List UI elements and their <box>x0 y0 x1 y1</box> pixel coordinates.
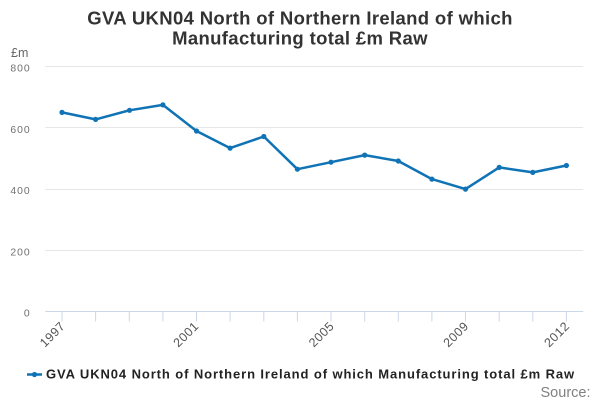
svg-text:Source:: Source: <box>541 385 591 400</box>
svg-text:GVA UKN04 North of Northern Ir: GVA UKN04 North of Northern Ireland of w… <box>46 367 575 382</box>
svg-text:400: 400 <box>10 186 30 197</box>
svg-text:Manufacturing total £m Raw: Manufacturing total £m Raw <box>172 27 428 48</box>
svg-text:GVA UKN04 North of Northern Ir: GVA UKN04 North of Northern Ireland of w… <box>87 8 513 29</box>
svg-text:200: 200 <box>10 247 30 258</box>
svg-text:0: 0 <box>24 309 31 320</box>
svg-text:600: 600 <box>10 125 30 136</box>
svg-text:800: 800 <box>10 64 30 75</box>
svg-text:£m: £m <box>11 46 28 60</box>
